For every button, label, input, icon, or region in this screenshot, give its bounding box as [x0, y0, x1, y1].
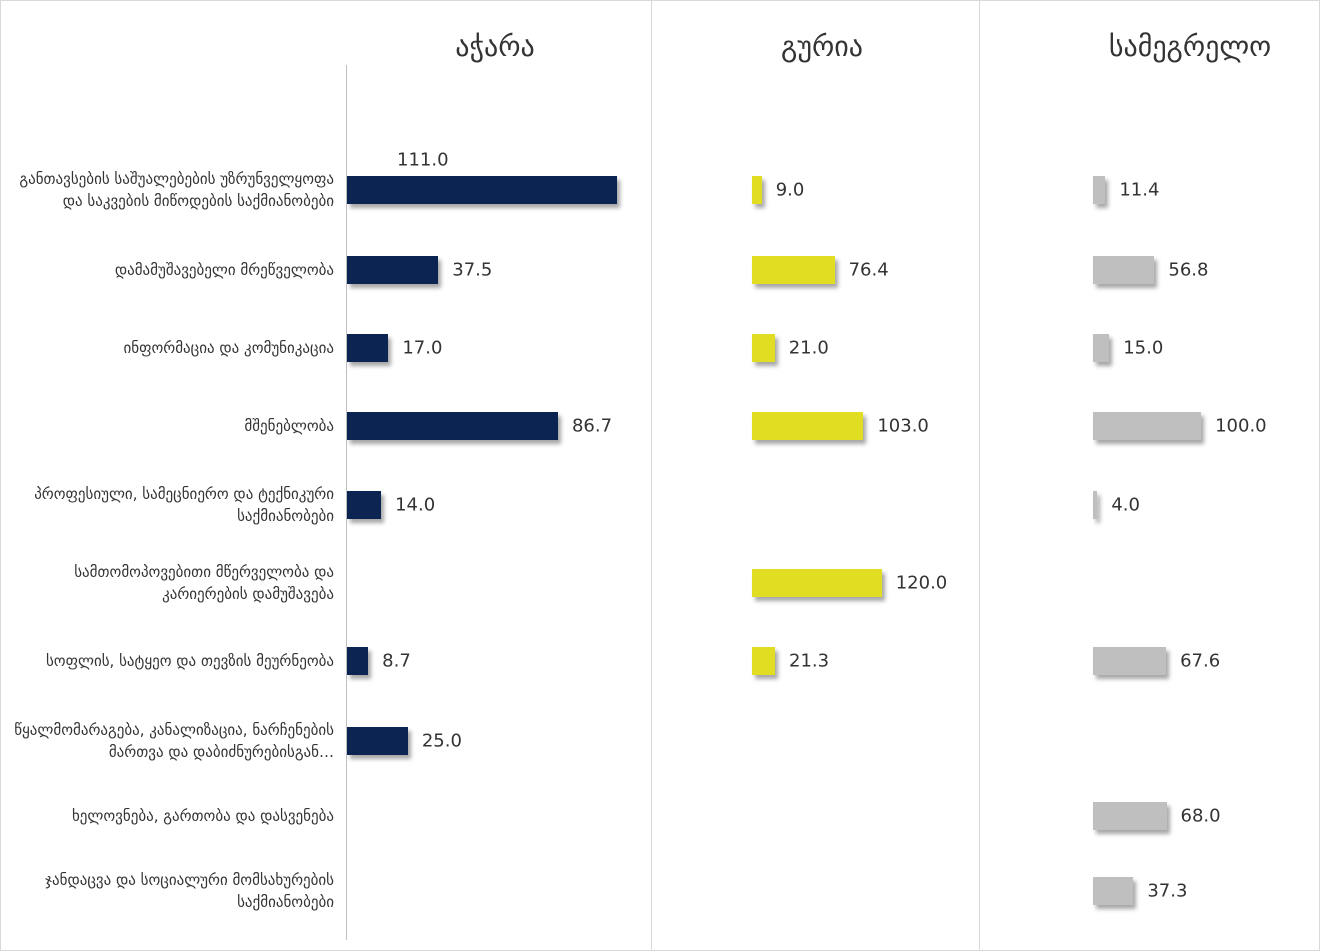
value-label: 86.7 [571, 415, 613, 437]
bar [347, 727, 408, 755]
panel-separator [979, 0, 980, 951]
value-label: 37.5 [452, 259, 493, 281]
panel-title: აჭარა [455, 30, 535, 63]
bar [752, 176, 762, 204]
value-label: 8.7 [382, 650, 411, 672]
bar [347, 647, 369, 675]
value-label: 111.0 [397, 149, 449, 171]
bar [347, 176, 618, 204]
bar [1093, 802, 1167, 830]
bar [347, 412, 558, 440]
panel-separator [651, 0, 652, 951]
bar [752, 569, 882, 597]
bar [752, 412, 864, 440]
bar [1093, 334, 1110, 362]
bar [347, 334, 389, 362]
value-label: 15.0 [1123, 337, 1164, 359]
value-label: 103.0 [877, 415, 929, 437]
category-axis [346, 65, 347, 940]
bar [1093, 176, 1106, 204]
value-label: 76.4 [848, 259, 889, 281]
panel-title: სამეგრელო [1108, 30, 1272, 63]
value-label: 67.6 [1180, 650, 1221, 672]
value-label: 21.3 [789, 650, 830, 672]
category-label: ხელოვნება, გართობა და დასვენება [71, 807, 334, 825]
value-label: 17.0 [402, 337, 443, 359]
category-label: ინფორმაცია და კომუნიკაცია [123, 339, 334, 357]
category-label: დამამუშავებელი მრეწველობა [114, 261, 334, 279]
value-label: 100.0 [1215, 415, 1267, 437]
value-label: 9.0 [775, 179, 805, 201]
value-label: 11.4 [1119, 179, 1160, 201]
category-label: ჯანდაცვა და სოციალური მომსახურების საქმი… [45, 871, 334, 911]
category-label: სოფლის, სატყეო და თევზის მეურნეობა [45, 652, 334, 670]
category-label: განთავსების საშუალებების უზრუნველყოფა და… [19, 170, 334, 210]
bar [1093, 412, 1202, 440]
value-label: 25.0 [421, 730, 462, 752]
value-label: 21.0 [788, 337, 829, 359]
bar [1093, 256, 1155, 284]
value-label: 120.0 [895, 572, 948, 594]
value-label: 68.0 [1180, 805, 1221, 827]
bar [1093, 647, 1167, 675]
bar [347, 491, 382, 519]
bar [347, 256, 439, 284]
value-label: 56.8 [1168, 259, 1209, 281]
panel-title: გურია [781, 30, 863, 63]
value-label: 14.0 [395, 494, 436, 516]
category-label: პროფესიული, სამეცნიერო და ტექნიკური საქმ… [34, 485, 334, 525]
value-label: 4.0 [1111, 494, 1140, 516]
category-label: წყალმომარაგება, კანალიზაცია, ნარჩენების … [14, 721, 334, 761]
bar [752, 647, 776, 675]
bar [752, 256, 835, 284]
bar [1093, 491, 1098, 519]
bar [752, 334, 775, 362]
value-label: 37.3 [1147, 880, 1188, 902]
bar [1093, 877, 1134, 905]
category-label: მშენებლობა [244, 417, 334, 435]
category-label: სამთომოპოვებითი მწერველობა და კარიერების… [74, 563, 334, 603]
